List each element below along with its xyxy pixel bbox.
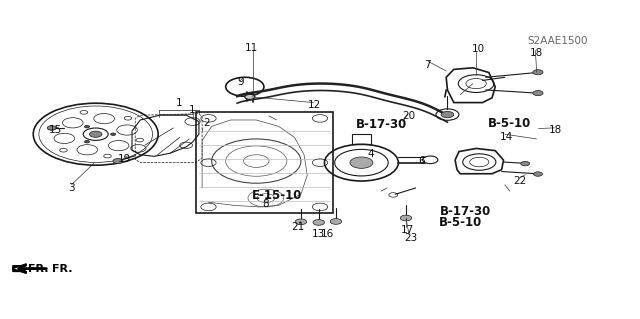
Text: 16: 16 [321,229,334,239]
Text: 23: 23 [404,233,417,243]
Text: 22: 22 [513,176,527,186]
Text: 15: 15 [49,125,62,135]
Circle shape [330,219,342,224]
Circle shape [295,219,307,225]
Circle shape [350,157,373,168]
Text: 9: 9 [237,77,244,87]
Circle shape [47,126,56,130]
Circle shape [400,215,412,221]
Text: B-17-30: B-17-30 [356,118,407,131]
Text: 4: 4 [367,149,374,159]
Text: 8: 8 [262,199,269,209]
Text: 18: 18 [549,125,563,135]
Text: B-17-30: B-17-30 [440,205,491,218]
Text: 14: 14 [499,132,513,142]
Circle shape [313,219,324,225]
Text: B-5-10: B-5-10 [488,117,531,130]
Text: 17: 17 [401,225,414,235]
Text: 18: 18 [530,48,543,58]
Text: FR.: FR. [28,263,49,274]
Text: 11: 11 [245,43,259,53]
Text: 20: 20 [403,111,416,121]
Text: E-15-10: E-15-10 [252,189,302,202]
Text: 1: 1 [189,105,196,115]
Text: 10: 10 [472,44,484,54]
Text: 12: 12 [308,100,321,110]
Circle shape [534,172,542,176]
Text: B-5-10: B-5-10 [438,216,482,229]
FancyArrow shape [12,264,26,273]
Text: 2: 2 [204,117,210,128]
Circle shape [533,91,543,96]
Circle shape [533,70,543,75]
Text: 3: 3 [68,183,75,193]
Circle shape [113,159,123,164]
Text: S2AAE1500: S2AAE1500 [527,36,588,46]
Circle shape [441,111,454,118]
Text: 7: 7 [424,60,430,70]
Text: 19: 19 [118,154,131,164]
Circle shape [84,125,90,128]
Text: 1: 1 [176,98,182,108]
Circle shape [90,131,102,137]
Circle shape [84,140,90,143]
Circle shape [111,133,116,136]
Text: 6: 6 [419,156,425,166]
Circle shape [245,94,255,100]
Circle shape [521,161,530,166]
Text: 21: 21 [292,222,305,232]
Text: FR.: FR. [52,263,73,274]
Text: 13: 13 [312,229,325,239]
